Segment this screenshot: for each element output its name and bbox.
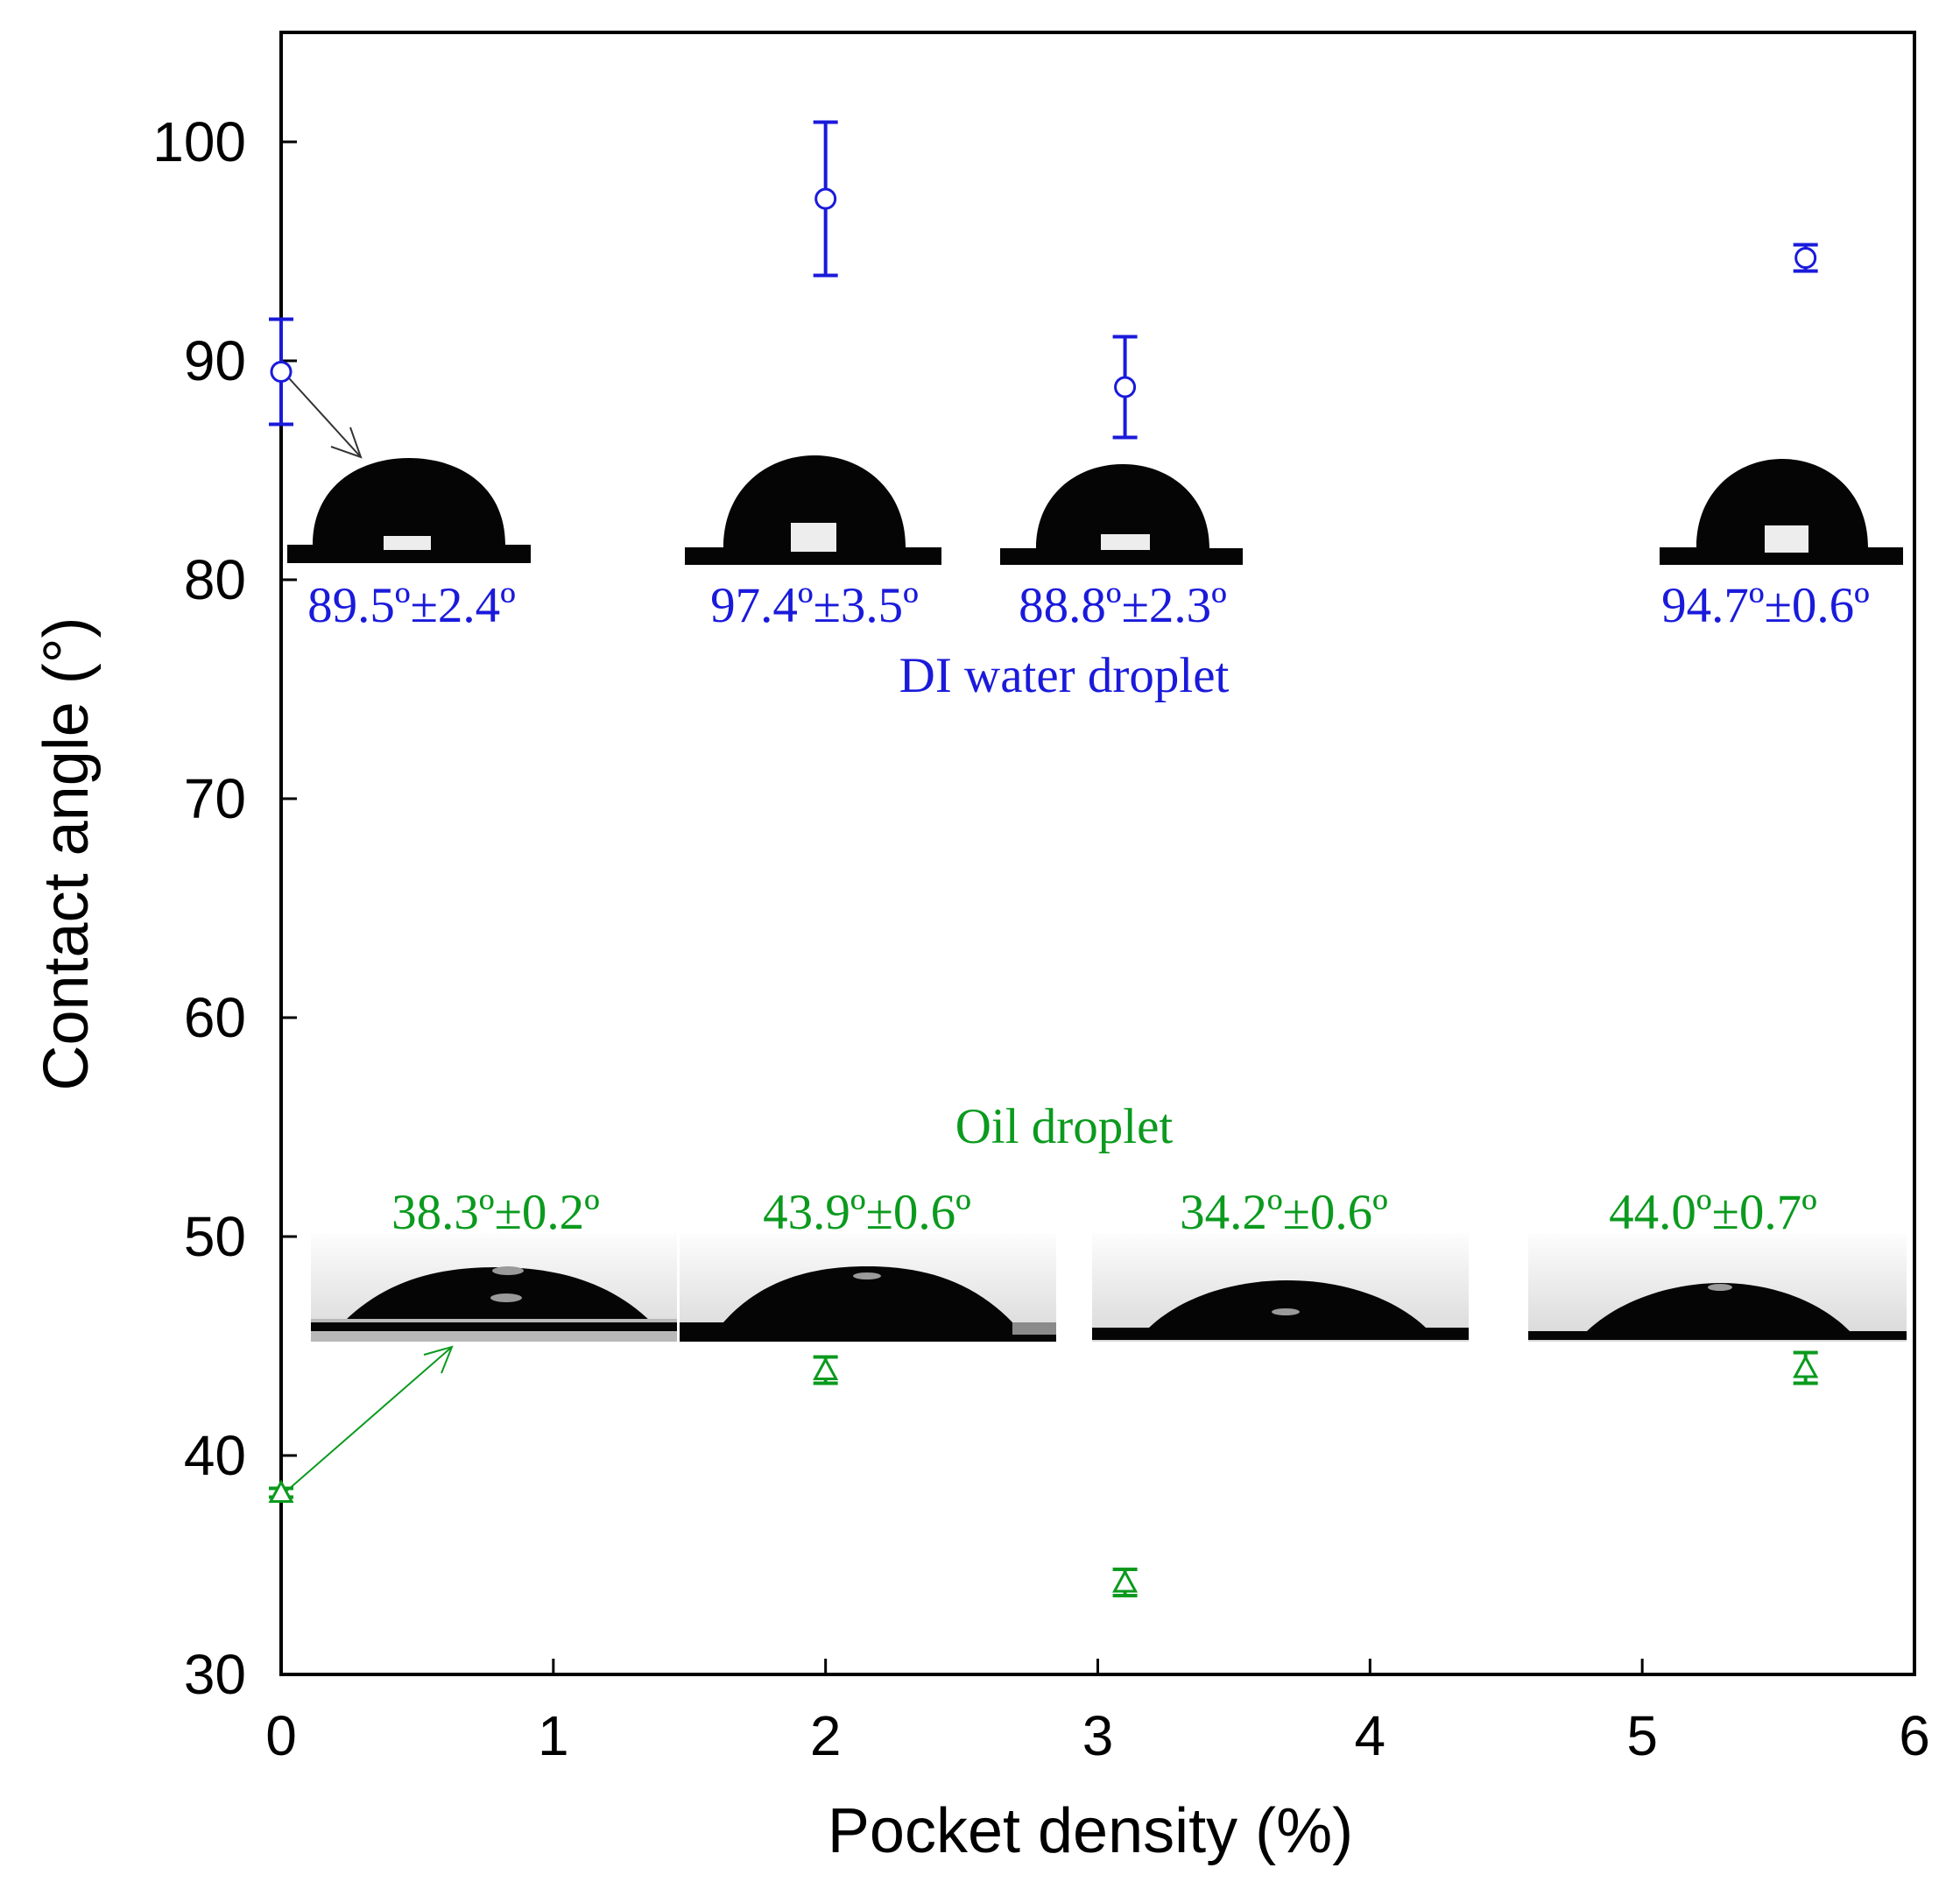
x-tick-label: 0 <box>265 1704 297 1767</box>
x-tick-label: 4 <box>1355 1704 1386 1767</box>
water-droplet-photo-3 <box>1000 464 1243 565</box>
oil-droplet-photo-3 <box>1092 1233 1469 1342</box>
x-tick-label: 5 <box>1626 1704 1658 1767</box>
water-data-point <box>269 317 293 426</box>
triangle-marker <box>813 1357 839 1380</box>
oil-data-point <box>813 1355 839 1385</box>
water-droplet-photo-1 <box>287 458 531 563</box>
circle-marker <box>1114 376 1137 398</box>
circle-marker <box>270 361 293 383</box>
y-axis: 30 40 50 60 70 80 90 100 <box>152 110 297 1706</box>
water-data-point <box>1793 243 1818 273</box>
x-tick-label: 3 <box>1082 1704 1114 1767</box>
water-angle-label: 88.8º±2.3º <box>1019 578 1227 633</box>
y-tick-label: 90 <box>184 329 246 392</box>
water-data-point <box>813 120 838 278</box>
y-tick-label: 30 <box>184 1643 246 1706</box>
x-tick-label: 1 <box>538 1704 569 1767</box>
y-tick-label: 70 <box>184 767 246 830</box>
oil-droplet-photo-4 <box>1528 1233 1907 1342</box>
oil-series-label: Oil droplet <box>955 1099 1174 1154</box>
oil-angle-label: 34.2º±0.6º <box>1180 1185 1388 1240</box>
y-tick-label: 100 <box>152 110 246 173</box>
water-angle-label: 97.4º±3.5º <box>710 578 919 633</box>
water-angle-label: 94.7º±0.6º <box>1661 578 1870 633</box>
triangle-marker <box>268 1479 294 1503</box>
y-tick-label: 80 <box>184 548 246 611</box>
x-axis: 0 1 2 3 4 5 6 <box>265 1659 1930 1767</box>
x-axis-title: Pocket density (%) <box>828 1796 1353 1866</box>
water-droplet-photo-4 <box>1660 459 1903 565</box>
triangle-marker <box>1793 1354 1819 1378</box>
triangle-marker <box>1112 1568 1139 1593</box>
y-tick-label: 60 <box>184 986 246 1049</box>
oil-angle-label: 43.9º±0.6º <box>763 1185 971 1240</box>
water-series-label: DI water droplet <box>899 648 1230 703</box>
oil-data-point <box>1793 1350 1819 1385</box>
plot-frame <box>279 31 1916 1676</box>
y-tick-label: 50 <box>184 1205 246 1268</box>
oil-data-point <box>1112 1568 1139 1597</box>
water-leader-arrow <box>280 369 363 459</box>
x-tick-label: 6 <box>1899 1704 1930 1767</box>
oil-leader-arrow <box>280 1345 454 1497</box>
water-droplet-photo-2 <box>685 455 941 565</box>
circle-marker <box>1794 247 1817 269</box>
droplet-photos <box>287 455 1907 1342</box>
circle-marker <box>814 187 837 210</box>
y-axis-title: Contact angle (°) <box>32 617 102 1090</box>
oil-droplet-photo-1 <box>311 1233 677 1342</box>
data-marks <box>268 120 1819 1597</box>
water-angle-label: 89.5º±2.4º <box>307 578 516 633</box>
annotations: 89.5º±2.4º 97.4º±3.5º 88.8º±2.3º 94.7º±0.6º… <box>307 578 1870 1240</box>
oil-angle-label: 38.3º±0.2º <box>391 1185 600 1240</box>
y-tick-label: 40 <box>184 1424 246 1487</box>
oil-angle-label: 44.0º±0.7º <box>1609 1185 1817 1240</box>
oil-droplet-photo-2 <box>680 1233 1056 1342</box>
x-tick-label: 2 <box>810 1704 842 1767</box>
oil-data-point <box>268 1479 294 1503</box>
water-data-point <box>1112 335 1138 440</box>
